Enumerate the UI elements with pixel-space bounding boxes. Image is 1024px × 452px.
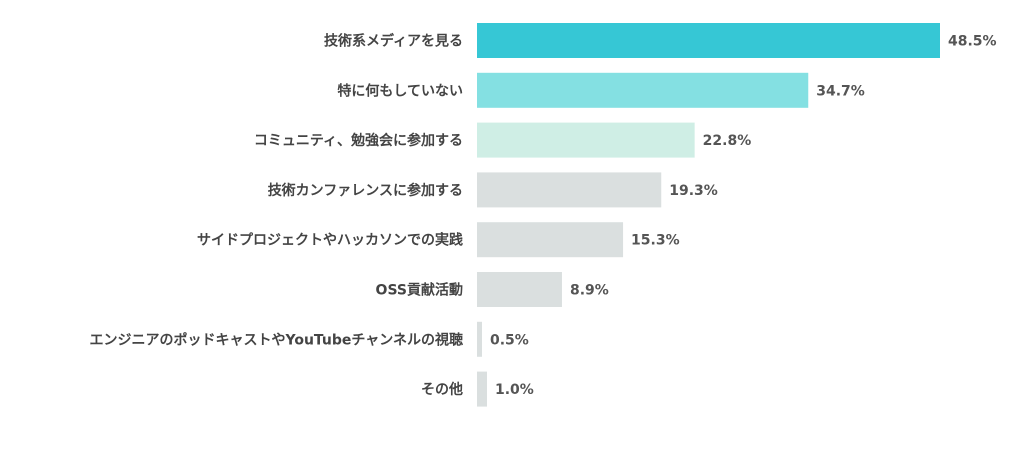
category-label: コミュニティ、勉強会に参加する	[254, 132, 463, 149]
category-label: その他	[421, 381, 463, 398]
bar	[477, 72, 809, 108]
category-label: 特に何もしていない	[337, 82, 463, 99]
bar	[477, 321, 482, 357]
category-label: 技術カンファレンスに参加する	[268, 182, 463, 199]
bar	[477, 272, 562, 307]
bar	[477, 23, 940, 58]
value-label: 15.3%	[631, 233, 680, 249]
category-label: エンジニアのポッドキャストやYouTubeチャンネルの視聴	[89, 331, 463, 348]
category-label: 技術系メディアを見る	[324, 33, 463, 50]
bar	[477, 371, 487, 407]
category-label: OSS貢献活動	[376, 282, 463, 299]
value-label: 34.7%	[816, 83, 865, 99]
value-label: 0.5%	[490, 332, 529, 348]
category-label: サイドプロジェクトやハッカソンでの実践	[197, 232, 463, 249]
value-label: 8.9%	[570, 283, 609, 299]
bar	[477, 222, 624, 258]
value-label: 1.0%	[495, 382, 534, 398]
bar	[477, 172, 662, 208]
value-label: 48.5%	[948, 34, 997, 50]
value-label: 22.8%	[703, 133, 752, 149]
value-label: 19.3%	[669, 183, 718, 199]
bar	[477, 122, 695, 158]
